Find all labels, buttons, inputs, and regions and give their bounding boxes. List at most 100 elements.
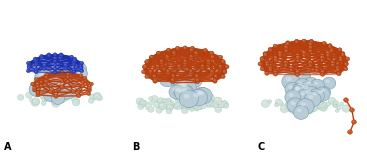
Ellipse shape	[315, 102, 323, 109]
Ellipse shape	[79, 66, 83, 69]
Ellipse shape	[43, 64, 44, 65]
Ellipse shape	[167, 98, 171, 102]
Ellipse shape	[58, 56, 62, 60]
Ellipse shape	[33, 85, 38, 89]
Ellipse shape	[168, 105, 170, 107]
Ellipse shape	[60, 85, 64, 89]
Ellipse shape	[273, 44, 277, 48]
Ellipse shape	[72, 85, 73, 86]
Ellipse shape	[171, 103, 175, 106]
Ellipse shape	[60, 94, 68, 100]
Ellipse shape	[295, 78, 310, 93]
Ellipse shape	[57, 95, 58, 96]
Ellipse shape	[53, 71, 57, 74]
Ellipse shape	[63, 94, 70, 100]
Ellipse shape	[288, 98, 293, 102]
Ellipse shape	[54, 89, 58, 93]
Ellipse shape	[61, 80, 62, 81]
Ellipse shape	[54, 74, 59, 78]
Ellipse shape	[222, 60, 223, 61]
Ellipse shape	[285, 107, 286, 108]
Ellipse shape	[310, 105, 318, 111]
Ellipse shape	[344, 67, 348, 71]
Ellipse shape	[149, 96, 153, 100]
Ellipse shape	[269, 100, 270, 101]
Ellipse shape	[214, 76, 216, 77]
Ellipse shape	[53, 91, 60, 97]
Ellipse shape	[63, 92, 68, 97]
Ellipse shape	[268, 68, 272, 72]
Ellipse shape	[352, 120, 356, 124]
Ellipse shape	[291, 106, 299, 113]
Ellipse shape	[288, 102, 290, 103]
Ellipse shape	[269, 67, 270, 68]
Ellipse shape	[303, 55, 304, 56]
Ellipse shape	[149, 102, 150, 103]
Ellipse shape	[59, 55, 60, 56]
Ellipse shape	[206, 99, 207, 100]
Ellipse shape	[268, 48, 272, 52]
Ellipse shape	[301, 86, 319, 103]
Text: C: C	[258, 142, 265, 152]
Ellipse shape	[308, 60, 313, 64]
Ellipse shape	[37, 91, 39, 92]
Ellipse shape	[50, 95, 57, 100]
Ellipse shape	[59, 96, 61, 97]
Ellipse shape	[297, 89, 312, 103]
Ellipse shape	[55, 90, 56, 91]
Ellipse shape	[302, 103, 310, 111]
Ellipse shape	[171, 78, 175, 82]
Ellipse shape	[42, 63, 47, 67]
Ellipse shape	[316, 102, 320, 106]
Ellipse shape	[57, 94, 63, 100]
Ellipse shape	[54, 77, 59, 81]
Ellipse shape	[157, 98, 164, 104]
Ellipse shape	[195, 79, 200, 84]
Ellipse shape	[288, 105, 290, 107]
Ellipse shape	[295, 41, 297, 42]
Ellipse shape	[72, 68, 76, 72]
Ellipse shape	[200, 64, 204, 68]
Ellipse shape	[29, 98, 34, 102]
Ellipse shape	[291, 101, 296, 105]
Ellipse shape	[337, 71, 341, 75]
Ellipse shape	[70, 75, 74, 78]
Ellipse shape	[27, 62, 29, 63]
Ellipse shape	[312, 106, 314, 108]
Ellipse shape	[170, 105, 171, 106]
Ellipse shape	[341, 52, 345, 56]
Ellipse shape	[312, 92, 317, 96]
Ellipse shape	[97, 95, 103, 101]
Ellipse shape	[295, 99, 303, 107]
Ellipse shape	[61, 96, 67, 102]
Ellipse shape	[141, 101, 146, 106]
Ellipse shape	[320, 55, 324, 60]
Ellipse shape	[177, 100, 185, 108]
Ellipse shape	[210, 56, 214, 60]
Ellipse shape	[66, 81, 68, 82]
Ellipse shape	[66, 80, 70, 84]
Ellipse shape	[313, 82, 318, 86]
Ellipse shape	[34, 69, 53, 86]
Ellipse shape	[320, 59, 324, 62]
Ellipse shape	[64, 60, 77, 72]
Ellipse shape	[153, 101, 160, 108]
Ellipse shape	[73, 58, 75, 59]
Ellipse shape	[171, 79, 173, 80]
Ellipse shape	[302, 102, 310, 110]
Ellipse shape	[285, 82, 300, 96]
Ellipse shape	[46, 77, 61, 91]
Ellipse shape	[330, 60, 335, 65]
Ellipse shape	[310, 105, 317, 111]
Ellipse shape	[141, 102, 142, 103]
Ellipse shape	[47, 95, 48, 96]
Ellipse shape	[45, 80, 46, 81]
Ellipse shape	[296, 59, 300, 62]
Ellipse shape	[349, 131, 350, 132]
Ellipse shape	[201, 66, 203, 68]
Ellipse shape	[57, 77, 63, 81]
Ellipse shape	[189, 106, 191, 107]
Ellipse shape	[175, 85, 193, 101]
Ellipse shape	[190, 107, 195, 111]
Ellipse shape	[221, 101, 228, 108]
